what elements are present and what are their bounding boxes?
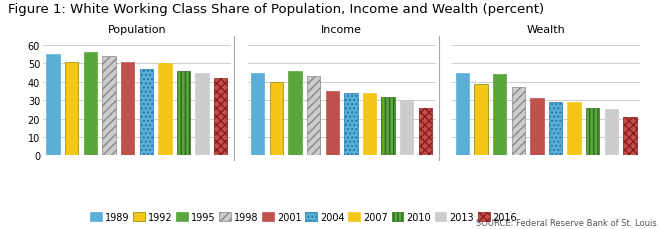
Bar [568, 103, 581, 156]
Bar [288, 71, 302, 156]
Bar [512, 88, 525, 156]
Text: SOURCE: Federal Reserve Bank of St. Louis: SOURCE: Federal Reserve Bank of St. Loui… [476, 218, 657, 227]
Bar [344, 93, 358, 156]
Bar [307, 77, 320, 156]
Bar [381, 97, 395, 156]
Bar [65, 62, 79, 156]
Bar [586, 108, 599, 156]
Bar [121, 62, 135, 156]
Bar [177, 71, 190, 156]
Bar [195, 73, 209, 156]
Bar [251, 73, 265, 156]
Bar [46, 55, 60, 156]
Bar [418, 108, 432, 156]
Bar [605, 110, 618, 156]
Bar [548, 103, 562, 156]
Title: Income: Income [321, 25, 362, 35]
Bar [400, 101, 413, 156]
Bar [493, 75, 506, 156]
Bar [214, 79, 228, 156]
Bar [84, 53, 97, 156]
Bar [139, 70, 153, 156]
Bar [475, 84, 488, 156]
Bar [455, 73, 469, 156]
Bar [363, 93, 376, 156]
Bar [270, 82, 283, 156]
Text: Figure 1: White Working Class Share of Population, Income and Wealth (percent): Figure 1: White Working Class Share of P… [8, 3, 544, 16]
Bar [530, 99, 544, 156]
Bar [325, 92, 339, 156]
Title: Population: Population [108, 25, 166, 35]
Legend: 1989, 1992, 1995, 1998, 2001, 2004, 2007, 2010, 2013, 2016: 1989, 1992, 1995, 1998, 2001, 2004, 2007… [90, 212, 517, 222]
Bar [158, 64, 172, 156]
Title: Wealth: Wealth [527, 25, 566, 35]
Bar [102, 57, 115, 156]
Bar [623, 117, 637, 156]
